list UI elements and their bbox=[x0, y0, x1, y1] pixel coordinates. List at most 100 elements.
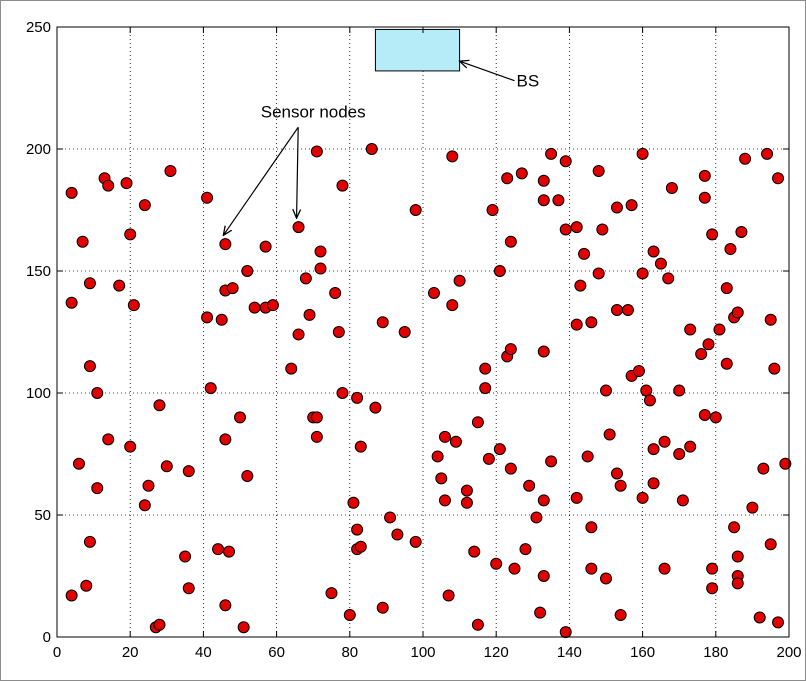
sensor-node-point bbox=[581, 450, 594, 463]
sensor-node-point bbox=[479, 382, 492, 395]
sensor-node-point bbox=[493, 265, 506, 277]
sensor-node-point bbox=[658, 435, 671, 448]
sensor-node-point bbox=[530, 511, 543, 524]
data-points bbox=[65, 143, 792, 639]
sensor-node-point bbox=[76, 235, 89, 248]
sensor-node-point bbox=[772, 172, 785, 185]
sensor-node-point bbox=[409, 535, 422, 548]
sensor-node-point bbox=[435, 472, 448, 485]
sensor-node-point bbox=[501, 172, 514, 185]
sensor-node-point bbox=[292, 328, 305, 341]
sensor-node-point bbox=[369, 401, 382, 414]
sensor-node-point bbox=[614, 609, 627, 622]
sensor-node-point bbox=[625, 199, 638, 212]
sensor-node-point bbox=[772, 616, 785, 629]
x-tick-label: 20 bbox=[122, 644, 139, 661]
sensor-node-point bbox=[764, 313, 777, 326]
base-station-box bbox=[374, 28, 461, 72]
sensor-node-point bbox=[438, 430, 451, 443]
sensor-node-point bbox=[153, 399, 166, 412]
sensor-node-point bbox=[636, 267, 649, 280]
sensor-node-point bbox=[127, 299, 140, 312]
sensor-node-point bbox=[299, 272, 312, 285]
x-tick-label: 200 bbox=[776, 644, 801, 661]
sensor-node-point bbox=[662, 272, 675, 285]
sensor-node-point bbox=[486, 204, 499, 216]
annotation-layer: Sensor nodes bbox=[223, 102, 366, 235]
sensor-node-point bbox=[654, 257, 667, 270]
sensor-node-point bbox=[310, 430, 323, 443]
sensor-node-point bbox=[138, 199, 151, 212]
sensor-node-point bbox=[113, 279, 126, 292]
x-tick-label: 180 bbox=[703, 644, 728, 661]
sensor-node-point bbox=[731, 306, 744, 319]
sensor-node-point bbox=[504, 462, 517, 475]
sensor-node-point bbox=[102, 433, 115, 446]
sensor-node-point bbox=[636, 491, 649, 504]
sensor-node-point bbox=[391, 528, 404, 541]
sensor-node-point bbox=[160, 460, 173, 473]
sensor-node-point bbox=[201, 311, 214, 324]
sensor-node-point bbox=[201, 191, 214, 204]
sensor-node-point bbox=[83, 277, 96, 290]
sensor-node-point bbox=[504, 343, 517, 356]
sensor-node-point bbox=[332, 326, 345, 338]
sensor-node-point bbox=[142, 479, 155, 492]
sensor-node-point bbox=[310, 145, 323, 158]
sensor-node-point bbox=[65, 186, 78, 199]
sensor-node-point bbox=[684, 440, 697, 453]
sensor-node-point bbox=[585, 521, 598, 534]
sensor-node-point bbox=[537, 345, 550, 358]
sensor-node-point bbox=[614, 479, 627, 492]
sensor-node-point bbox=[731, 550, 744, 563]
bs-arrow bbox=[460, 61, 515, 82]
sensor-node-point bbox=[570, 318, 583, 331]
sensor-node-point bbox=[490, 557, 503, 570]
sensor-node-point bbox=[248, 301, 261, 314]
sensor-node-point bbox=[365, 143, 378, 155]
x-tick-label: 140 bbox=[557, 644, 582, 661]
sensor-node-point bbox=[731, 577, 744, 590]
sensor-node-point bbox=[204, 382, 217, 395]
sensor-node-point bbox=[735, 225, 748, 238]
sensor-node-point bbox=[219, 238, 232, 251]
sensor-node-point bbox=[592, 267, 605, 280]
sensor-node-point bbox=[545, 147, 558, 160]
sensor-node-point bbox=[570, 491, 583, 504]
sensor-node-point bbox=[182, 582, 195, 595]
sensor-node-point bbox=[600, 384, 612, 397]
sensor-node-point bbox=[384, 511, 397, 524]
sensor-node-point bbox=[559, 626, 572, 639]
y-tick-label: 50 bbox=[34, 507, 51, 524]
sensor-node-point bbox=[537, 570, 550, 582]
sensor-node-point bbox=[376, 601, 389, 614]
sensor-node-point bbox=[698, 408, 711, 421]
sensor-node-point bbox=[673, 448, 686, 460]
sensor-node-point bbox=[720, 282, 733, 295]
sensor-node-point bbox=[713, 323, 726, 336]
sensor-node-point bbox=[621, 304, 634, 317]
sensor-node-point bbox=[303, 308, 316, 321]
sensor-node-point bbox=[585, 562, 598, 575]
sensor-node-point bbox=[120, 177, 133, 190]
sensor-node-point bbox=[600, 572, 612, 585]
sensor-node-point bbox=[234, 411, 246, 424]
sensor-node-point bbox=[325, 587, 338, 600]
sensor-node-point bbox=[91, 482, 104, 495]
sensor-node-point bbox=[720, 357, 733, 370]
sensor-node-point bbox=[658, 562, 671, 575]
sensor-node-point bbox=[706, 228, 719, 241]
sensor-node-point bbox=[65, 589, 78, 602]
sensor-node-point bbox=[610, 304, 623, 317]
sensor-node-point bbox=[223, 545, 236, 558]
sensor-node-point bbox=[336, 387, 349, 399]
sensor-node-point bbox=[643, 394, 656, 407]
sensor-node-point bbox=[537, 494, 550, 507]
x-tick-label: 100 bbox=[410, 644, 435, 661]
y-tick-label: 100 bbox=[26, 385, 51, 402]
sensor-node-point bbox=[493, 443, 506, 456]
sensor-node-point bbox=[80, 579, 93, 592]
x-tick-label: 60 bbox=[268, 644, 285, 661]
x-tick-label: 0 bbox=[53, 644, 61, 661]
